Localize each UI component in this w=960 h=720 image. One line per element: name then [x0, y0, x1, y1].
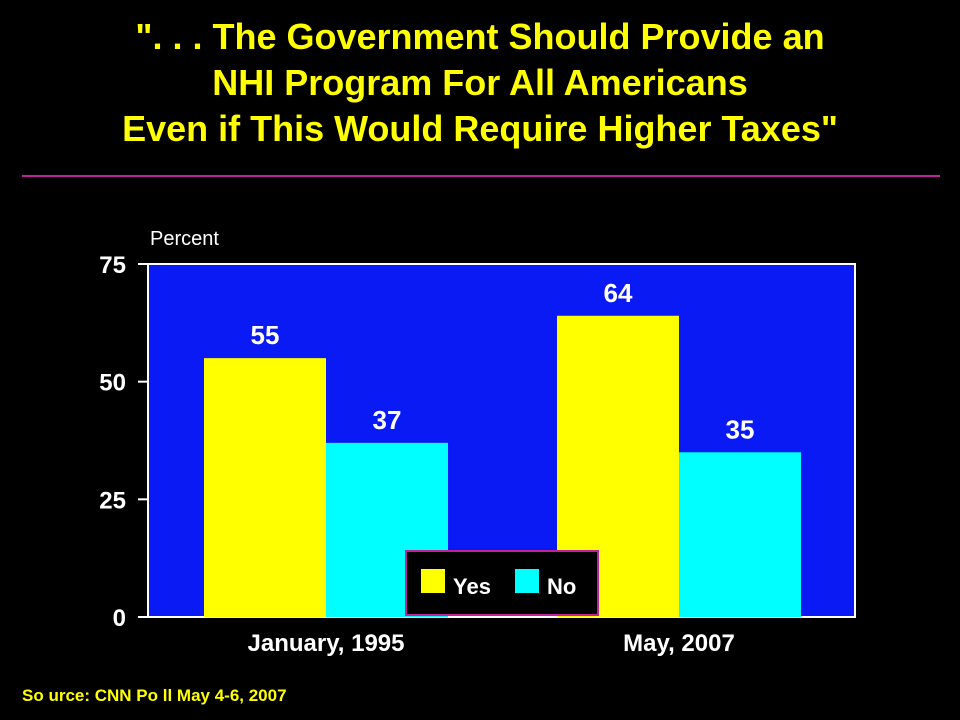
x-category-label: May, 2007	[623, 630, 735, 657]
y-tick-label: 50	[99, 370, 126, 397]
legend-swatch-yes	[421, 569, 445, 593]
bar-no	[679, 452, 801, 617]
legend-label-yes: Yes	[453, 574, 491, 599]
bar-value-label: 64	[604, 278, 633, 308]
y-tick-label: 75	[99, 252, 126, 279]
x-category-label: January, 1995	[248, 630, 405, 657]
title-line-2: NHI Program For All Americans	[212, 62, 748, 103]
chart-title: ". . . The Government Should Provide an …	[0, 14, 960, 152]
y-tick-label: 0	[113, 605, 126, 632]
bar-value-label: 37	[373, 405, 402, 435]
legend-label-no: No	[547, 574, 576, 599]
y-axis-label: Percent	[150, 228, 219, 250]
bar-value-label: 35	[726, 414, 755, 444]
y-tick-label: 25	[99, 487, 126, 514]
title-line-3: Even if This Would Require Higher Taxes"	[122, 108, 838, 149]
legend-swatch-no	[515, 569, 539, 593]
title-divider	[22, 175, 940, 177]
bar-value-label: 55	[251, 320, 280, 350]
title-line-1: ". . . The Government Should Provide an	[135, 16, 825, 57]
source-note: So urce: CNN Po ll May 4-6, 2007	[22, 686, 287, 705]
bar-yes	[204, 358, 326, 617]
